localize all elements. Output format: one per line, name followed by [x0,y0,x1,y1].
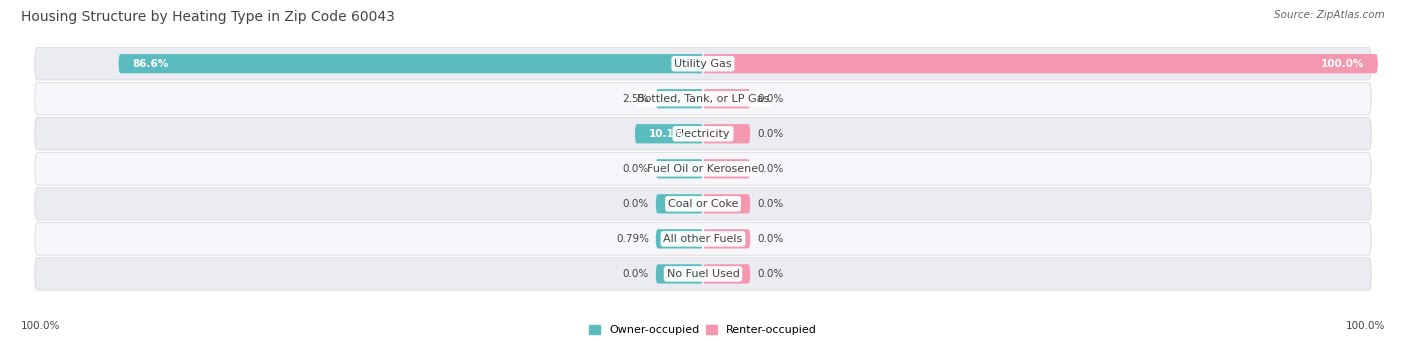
Text: Coal or Coke: Coal or Coke [668,199,738,209]
Text: Bottled, Tank, or LP Gas: Bottled, Tank, or LP Gas [637,94,769,104]
Legend: Owner-occupied, Renter-occupied: Owner-occupied, Renter-occupied [589,325,817,336]
Text: 0.79%: 0.79% [616,234,650,244]
Text: 0.0%: 0.0% [756,234,783,244]
FancyBboxPatch shape [703,159,751,178]
FancyBboxPatch shape [35,83,1371,115]
Text: 0.0%: 0.0% [756,129,783,139]
Text: 86.6%: 86.6% [132,59,169,69]
FancyBboxPatch shape [35,188,1371,220]
FancyBboxPatch shape [35,47,1371,80]
Text: All other Fuels: All other Fuels [664,234,742,244]
Text: 0.0%: 0.0% [756,94,783,104]
Text: 0.0%: 0.0% [756,164,783,174]
Text: No Fuel Used: No Fuel Used [666,269,740,279]
Text: 100.0%: 100.0% [1320,59,1364,69]
FancyBboxPatch shape [703,89,751,108]
FancyBboxPatch shape [703,264,751,283]
Text: 2.5%: 2.5% [623,94,650,104]
Text: Housing Structure by Heating Type in Zip Code 60043: Housing Structure by Heating Type in Zip… [21,10,395,24]
FancyBboxPatch shape [655,89,703,108]
Text: Utility Gas: Utility Gas [675,59,731,69]
FancyBboxPatch shape [655,194,703,213]
FancyBboxPatch shape [35,223,1371,255]
FancyBboxPatch shape [703,194,751,213]
Text: 0.0%: 0.0% [623,164,650,174]
Text: 0.0%: 0.0% [756,199,783,209]
Text: 0.0%: 0.0% [623,269,650,279]
Text: 100.0%: 100.0% [21,321,60,331]
FancyBboxPatch shape [35,152,1371,185]
Text: Electricity: Electricity [675,129,731,139]
FancyBboxPatch shape [35,257,1371,290]
Text: Fuel Oil or Kerosene: Fuel Oil or Kerosene [647,164,759,174]
FancyBboxPatch shape [35,117,1371,150]
FancyBboxPatch shape [703,124,751,144]
Text: 10.1%: 10.1% [648,129,685,139]
Text: 100.0%: 100.0% [1346,321,1385,331]
FancyBboxPatch shape [636,124,703,144]
Text: Source: ZipAtlas.com: Source: ZipAtlas.com [1274,10,1385,20]
FancyBboxPatch shape [655,264,703,283]
FancyBboxPatch shape [703,229,751,249]
Text: 0.0%: 0.0% [756,269,783,279]
FancyBboxPatch shape [655,159,703,178]
FancyBboxPatch shape [703,54,1378,73]
Text: 0.0%: 0.0% [623,199,650,209]
FancyBboxPatch shape [655,229,703,249]
FancyBboxPatch shape [118,54,703,73]
